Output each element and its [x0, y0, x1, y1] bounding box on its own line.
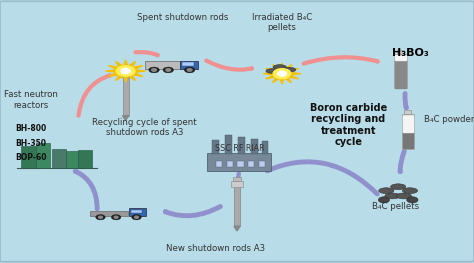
- Text: Irradiated B₄C
pellets: Irradiated B₄C pellets: [252, 13, 312, 32]
- Text: BH-350: BH-350: [15, 139, 46, 148]
- Bar: [395, 60, 406, 88]
- Circle shape: [278, 71, 286, 76]
- FancyArrowPatch shape: [75, 171, 97, 209]
- Ellipse shape: [283, 67, 296, 72]
- Text: BOP-60: BOP-60: [15, 153, 46, 162]
- Ellipse shape: [266, 69, 279, 73]
- Ellipse shape: [273, 65, 286, 69]
- Bar: [180, 61, 198, 69]
- Bar: [121, 67, 130, 71]
- Bar: [21, 146, 36, 168]
- Bar: [237, 161, 244, 168]
- Bar: [248, 161, 254, 168]
- FancyArrowPatch shape: [136, 52, 157, 55]
- Text: Spent shutdown rods: Spent shutdown rods: [137, 13, 229, 22]
- Ellipse shape: [396, 193, 411, 199]
- Text: H₃BO₃: H₃BO₃: [392, 48, 428, 58]
- Bar: [233, 177, 241, 181]
- Bar: [397, 50, 404, 54]
- Bar: [216, 161, 222, 168]
- Circle shape: [132, 215, 141, 220]
- Ellipse shape: [402, 188, 418, 194]
- Bar: [66, 151, 81, 168]
- Text: BH-800: BH-800: [15, 124, 46, 133]
- Circle shape: [99, 216, 102, 218]
- Bar: [122, 74, 128, 116]
- Bar: [238, 137, 245, 154]
- Circle shape: [407, 197, 418, 203]
- Polygon shape: [106, 60, 146, 82]
- Bar: [231, 181, 243, 187]
- Ellipse shape: [379, 188, 394, 194]
- Bar: [401, 114, 414, 149]
- Bar: [182, 62, 194, 66]
- Circle shape: [187, 69, 192, 71]
- Ellipse shape: [391, 184, 406, 190]
- Text: B₄C pellets: B₄C pellets: [372, 202, 419, 211]
- Bar: [394, 54, 407, 88]
- FancyArrowPatch shape: [238, 173, 239, 178]
- Ellipse shape: [278, 73, 291, 77]
- Bar: [259, 161, 265, 168]
- Bar: [402, 132, 413, 148]
- Text: B₄C powder: B₄C powder: [424, 115, 474, 124]
- Bar: [36, 143, 50, 168]
- Bar: [395, 55, 406, 60]
- FancyArrowPatch shape: [267, 162, 377, 194]
- Bar: [207, 153, 271, 171]
- Circle shape: [96, 215, 105, 220]
- Bar: [227, 161, 233, 168]
- Bar: [402, 116, 413, 132]
- Text: New shutdown rods A3: New shutdown rods A3: [166, 244, 265, 253]
- Circle shape: [135, 216, 138, 218]
- Circle shape: [184, 67, 195, 73]
- Ellipse shape: [385, 193, 400, 199]
- Bar: [404, 110, 411, 114]
- Circle shape: [114, 216, 118, 218]
- Bar: [212, 140, 219, 154]
- Bar: [225, 135, 232, 154]
- Circle shape: [111, 215, 121, 220]
- Text: Fast neutron
reactors: Fast neutron reactors: [4, 90, 58, 110]
- Bar: [145, 61, 180, 69]
- Circle shape: [121, 68, 130, 74]
- Text: Boron carbide
recycling and
treatment
cycle: Boron carbide recycling and treatment cy…: [310, 103, 387, 147]
- Circle shape: [116, 66, 135, 76]
- Bar: [52, 149, 66, 168]
- FancyArrowPatch shape: [206, 60, 252, 70]
- Polygon shape: [234, 226, 240, 231]
- FancyArrowPatch shape: [400, 151, 404, 172]
- Circle shape: [273, 69, 291, 79]
- Bar: [131, 210, 142, 213]
- FancyArrowPatch shape: [79, 75, 110, 115]
- Bar: [129, 208, 146, 216]
- Bar: [234, 184, 240, 226]
- FancyArrowPatch shape: [405, 94, 406, 108]
- FancyArrowPatch shape: [165, 206, 220, 216]
- Bar: [120, 71, 131, 77]
- Polygon shape: [122, 116, 128, 120]
- Bar: [262, 141, 268, 154]
- Circle shape: [163, 67, 173, 73]
- FancyArrowPatch shape: [304, 57, 378, 64]
- Circle shape: [166, 69, 171, 71]
- Bar: [78, 150, 92, 168]
- Bar: [251, 139, 258, 154]
- Text: Recycling cycle of spent
shutdown rods A3: Recycling cycle of spent shutdown rods A…: [92, 118, 197, 137]
- Text: SSC RF RIAR: SSC RF RIAR: [215, 144, 264, 153]
- Circle shape: [378, 197, 390, 203]
- Polygon shape: [263, 63, 301, 84]
- Circle shape: [152, 69, 156, 71]
- Circle shape: [149, 67, 159, 73]
- Bar: [90, 211, 128, 216]
